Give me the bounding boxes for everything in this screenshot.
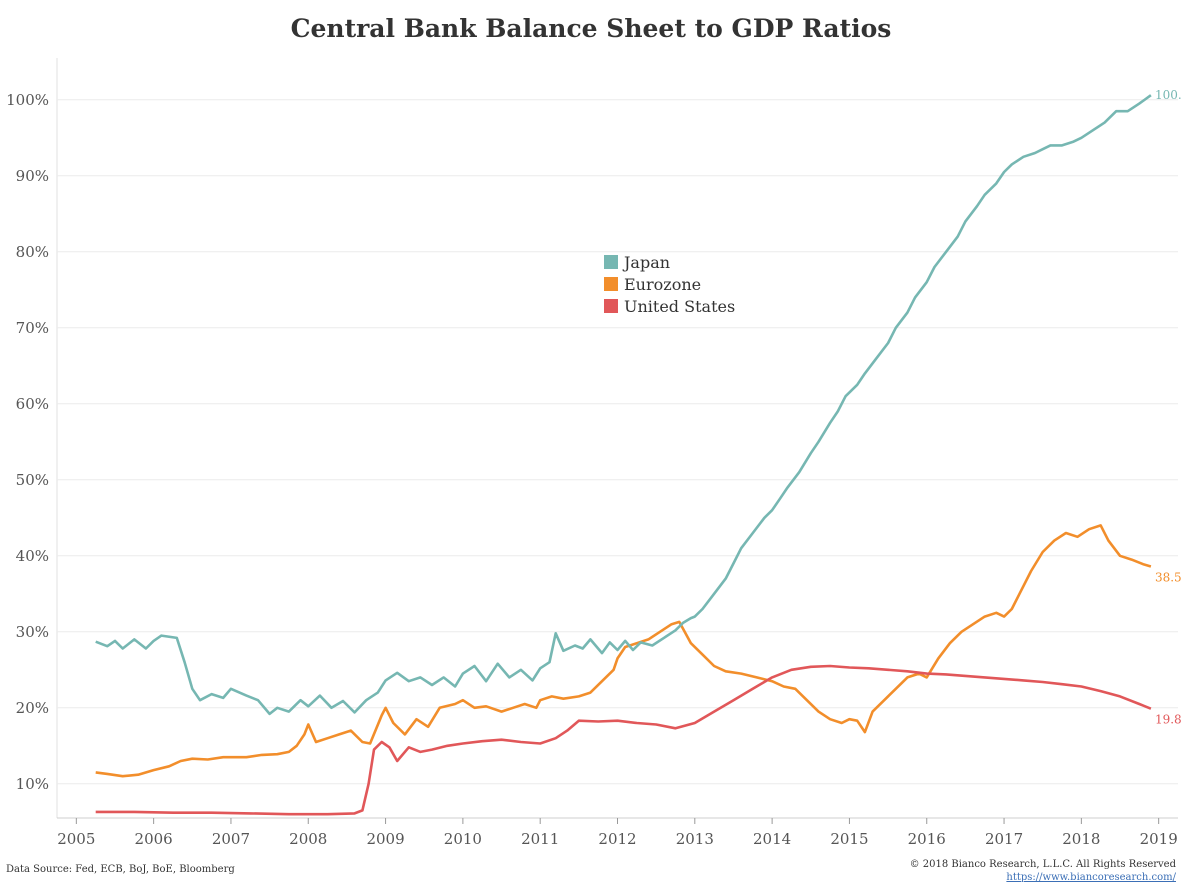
x-tick-label: 2015	[830, 830, 868, 848]
x-tick-label: 2008	[289, 830, 327, 848]
series-line-eurozone	[95, 524, 1152, 778]
legend-swatch	[604, 277, 618, 291]
end-label-united-states: 19.88%	[1155, 713, 1182, 727]
x-tick-label: 2007	[212, 830, 250, 848]
copyright-text: © 2018 Bianco Research, L.L.C. All Right…	[909, 859, 1176, 870]
legend-swatch	[604, 299, 618, 313]
series-line-japan	[95, 94, 1152, 716]
y-tick-label: 50%	[16, 471, 49, 489]
y-tick-label: 30%	[16, 623, 49, 641]
x-tick-label: 2013	[676, 830, 714, 848]
x-axis-ticks: 2005 2006 2007 2008 2009 2010 2011 2012 2013 2014…	[57, 818, 1178, 848]
website-link[interactable]: https://www.biancoresearch.com/	[1006, 872, 1176, 883]
legend: Japan Eurozone United States	[604, 253, 735, 316]
y-tick-label: 90%	[16, 167, 49, 185]
legend-label: United States	[624, 297, 735, 316]
x-tick-label: 2016	[908, 830, 946, 848]
chart-title: Central Bank Balance Sheet to GDP Ratios	[290, 14, 892, 43]
x-tick-label: 2009	[366, 830, 404, 848]
data-source-note: Data Source: Fed, ECB, BoJ, BoE, Bloombe…	[6, 864, 235, 875]
x-tick-label: 2019	[1140, 830, 1178, 848]
x-tick-label: 2006	[135, 830, 173, 848]
x-tick-label: 2012	[598, 830, 636, 848]
x-tick-label: 2018	[1062, 830, 1100, 848]
y-tick-label: 20%	[16, 699, 49, 717]
y-axis-ticks: 10% 20% 30% 40% 50% 60% 70% 80% 90% 100%	[6, 91, 49, 793]
x-tick-label: 2005	[57, 830, 95, 848]
y-tick-label: 60%	[16, 395, 49, 413]
y-tick-label: 40%	[16, 547, 49, 565]
y-tick-label: 10%	[16, 775, 49, 793]
x-tick-label: 2011	[521, 830, 559, 848]
legend-label: Eurozone	[624, 275, 701, 294]
y-tick-label: 70%	[16, 319, 49, 337]
x-tick-label: 2010	[444, 830, 482, 848]
x-tick-label: 2014	[753, 830, 791, 848]
gridlines	[57, 99, 1178, 785]
legend-swatch	[604, 255, 618, 269]
y-tick-label: 100%	[6, 91, 49, 109]
end-labels: 100.61% 38.59% 19.88%	[1155, 88, 1182, 727]
end-label-japan: 100.61%	[1155, 88, 1182, 102]
y-tick-label: 80%	[16, 243, 49, 261]
x-tick-label: 2017	[985, 830, 1023, 848]
series-line-united-states	[95, 664, 1152, 816]
legend-label: Japan	[622, 253, 670, 272]
end-label-eurozone: 38.59%	[1155, 571, 1182, 585]
series-lines	[95, 94, 1152, 816]
copyright-block: © 2018 Bianco Research, L.L.C. All Right…	[910, 858, 1176, 884]
